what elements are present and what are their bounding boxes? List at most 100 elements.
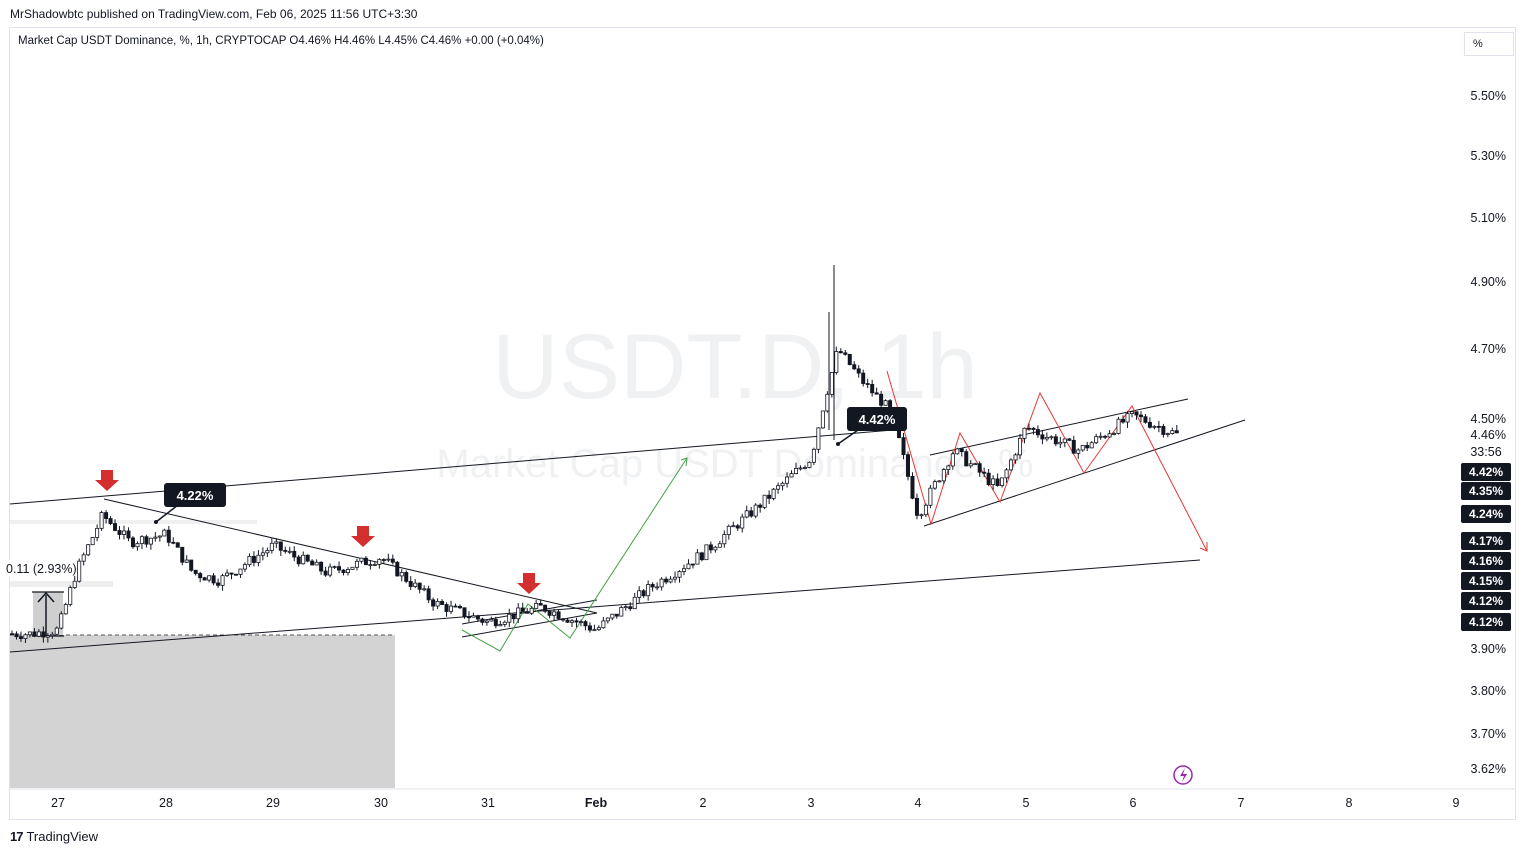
candle bbox=[610, 613, 615, 621]
candle bbox=[1058, 436, 1063, 449]
candle bbox=[377, 558, 382, 569]
candle bbox=[99, 510, 104, 531]
candle bbox=[601, 616, 606, 629]
candle bbox=[874, 387, 879, 395]
candle bbox=[596, 625, 601, 631]
candle bbox=[453, 603, 458, 608]
candles bbox=[9, 265, 1179, 644]
candle bbox=[247, 553, 252, 568]
time-tick-label: Feb bbox=[585, 796, 608, 810]
candle bbox=[1067, 437, 1072, 442]
candle bbox=[345, 567, 350, 576]
svg-text:4.12%: 4.12% bbox=[1469, 615, 1503, 629]
candle bbox=[157, 535, 162, 542]
down-arrow-markers bbox=[95, 470, 541, 594]
candle bbox=[1000, 477, 1005, 488]
candle bbox=[77, 558, 82, 583]
candle bbox=[426, 585, 431, 604]
candle bbox=[628, 602, 633, 612]
candle bbox=[462, 607, 467, 619]
candle bbox=[525, 608, 530, 614]
candle bbox=[1026, 423, 1031, 431]
candle bbox=[1112, 432, 1117, 436]
candle bbox=[493, 616, 498, 629]
candle bbox=[516, 603, 521, 624]
candle bbox=[148, 537, 153, 550]
candle bbox=[381, 558, 386, 564]
candle bbox=[780, 481, 785, 491]
candle bbox=[50, 631, 55, 639]
candle bbox=[256, 550, 261, 567]
candle bbox=[363, 555, 368, 566]
candle bbox=[457, 604, 462, 610]
candle bbox=[852, 361, 857, 370]
candle bbox=[417, 582, 422, 594]
candle bbox=[251, 551, 256, 567]
candle bbox=[619, 605, 624, 617]
candle bbox=[202, 576, 207, 581]
candle bbox=[431, 597, 436, 611]
time-axis[interactable]: 27 28 29 30 31 Feb 2 3 4 5 6 7 8 9 bbox=[51, 796, 1459, 810]
candle bbox=[189, 559, 194, 572]
candle bbox=[229, 572, 234, 580]
candle bbox=[1125, 411, 1130, 428]
candle bbox=[673, 571, 678, 583]
down-arrow-icon bbox=[517, 573, 541, 594]
candle bbox=[690, 563, 695, 569]
price-badges: 4.42% 4.35% 4.24% 4.17% 4.16% 4.15% 4.12% 4.12% bbox=[1461, 463, 1511, 631]
candle bbox=[973, 462, 978, 466]
candle bbox=[1049, 435, 1054, 440]
candle bbox=[583, 620, 588, 631]
candle bbox=[68, 585, 73, 607]
time-tick-label: 28 bbox=[159, 796, 173, 810]
candle bbox=[798, 465, 803, 471]
candle bbox=[1138, 411, 1143, 422]
candle bbox=[682, 564, 687, 576]
candle bbox=[552, 608, 557, 621]
candle bbox=[941, 468, 946, 485]
candle bbox=[726, 524, 731, 540]
candle bbox=[175, 541, 180, 548]
candle bbox=[81, 552, 86, 566]
candle bbox=[932, 479, 937, 490]
candle bbox=[820, 410, 825, 429]
candle bbox=[547, 609, 552, 619]
candle bbox=[126, 527, 131, 542]
price-badge: 4.42% bbox=[1461, 463, 1511, 481]
svg-text:4.15%: 4.15% bbox=[1469, 574, 1503, 588]
candle bbox=[1009, 458, 1014, 471]
candle bbox=[574, 617, 579, 628]
time-tick-label: 27 bbox=[51, 796, 65, 810]
candle bbox=[153, 532, 158, 542]
price-axis[interactable]: 5.50% 5.30% 5.10% 4.90% 4.70% 4.50% 4.46% 3.90%… bbox=[1471, 89, 1506, 776]
candle bbox=[484, 619, 489, 626]
candle bbox=[18, 631, 23, 642]
time-tick-label: 9 bbox=[1453, 796, 1460, 810]
candle bbox=[632, 592, 637, 610]
candle bbox=[399, 569, 404, 582]
symbol-legend: Market Cap USDT Dominance, %, 1h, CRYPTO… bbox=[18, 35, 544, 47]
candle bbox=[959, 448, 964, 457]
percent-scale-button[interactable]: % bbox=[1464, 32, 1514, 56]
candle bbox=[964, 449, 969, 467]
candle bbox=[444, 602, 449, 617]
price-badge: 4.15% bbox=[1461, 572, 1511, 590]
candle bbox=[449, 600, 454, 615]
candle bbox=[789, 470, 794, 478]
candle bbox=[865, 378, 870, 389]
time-tick-label: 7 bbox=[1238, 796, 1245, 810]
candle bbox=[511, 613, 516, 624]
candle bbox=[807, 461, 812, 469]
candle bbox=[193, 569, 198, 576]
candle bbox=[753, 503, 758, 519]
candle bbox=[834, 346, 839, 375]
candle bbox=[1098, 432, 1103, 440]
time-tick-label: 29 bbox=[266, 796, 280, 810]
candle bbox=[802, 465, 807, 470]
candle bbox=[466, 611, 471, 622]
candle bbox=[659, 577, 664, 591]
lightning-icon[interactable] bbox=[1173, 765, 1193, 785]
candle bbox=[1089, 441, 1094, 449]
candle bbox=[292, 546, 297, 562]
